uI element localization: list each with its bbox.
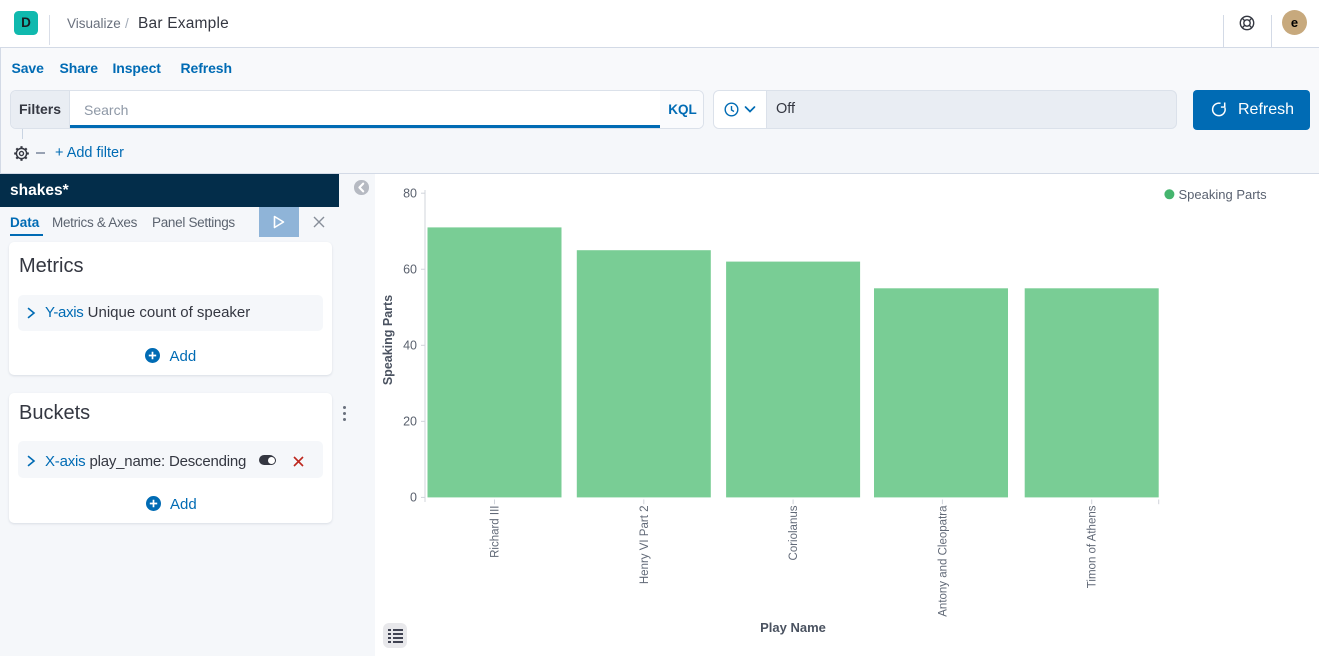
svg-text:80: 80 bbox=[403, 187, 417, 201]
svg-text:40: 40 bbox=[403, 339, 417, 353]
svg-text:0: 0 bbox=[410, 491, 417, 505]
svg-text:Speaking Parts: Speaking Parts bbox=[381, 295, 395, 385]
svg-text:Play Name: Play Name bbox=[760, 620, 826, 635]
svg-text:60: 60 bbox=[403, 263, 417, 277]
svg-text:Coriolanus: Coriolanus bbox=[788, 505, 800, 560]
svg-text:Henry VI Part 2: Henry VI Part 2 bbox=[639, 506, 651, 585]
svg-text:Richard III: Richard III bbox=[490, 506, 502, 558]
svg-text:Speaking Parts: Speaking Parts bbox=[1179, 187, 1268, 202]
svg-text:Antony and Cleopatra: Antony and Cleopatra bbox=[937, 505, 949, 617]
svg-text:Timon of Athens: Timon of Athens bbox=[1087, 505, 1099, 588]
svg-text:20: 20 bbox=[403, 415, 417, 429]
